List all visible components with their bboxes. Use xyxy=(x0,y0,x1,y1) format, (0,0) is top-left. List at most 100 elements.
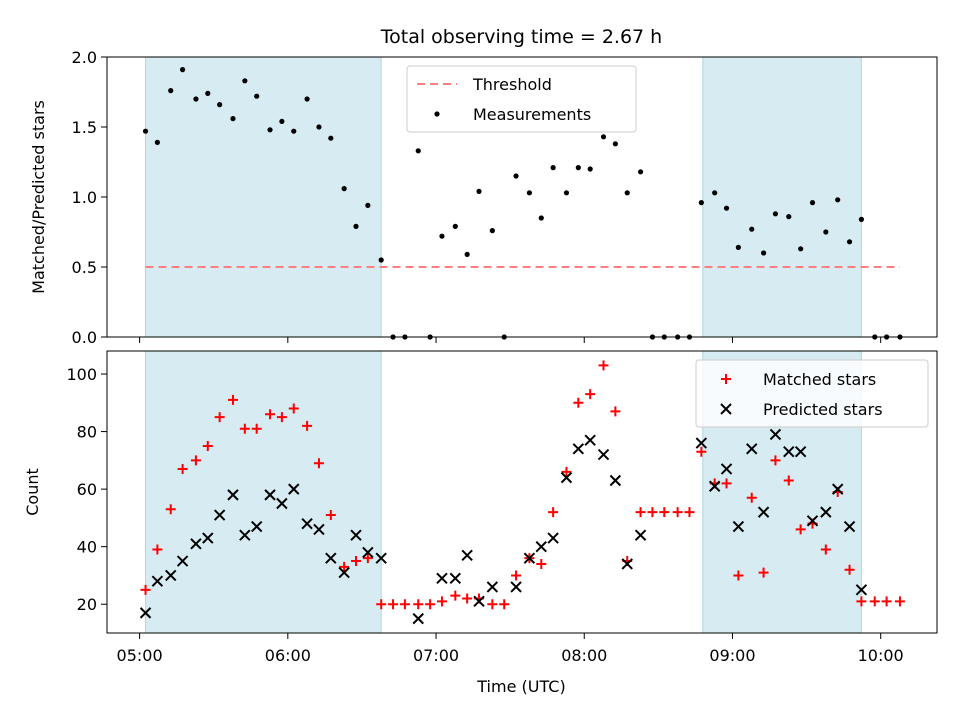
axes-frame xyxy=(106,56,938,338)
measurement-point xyxy=(254,93,260,99)
measurement-point xyxy=(749,226,755,232)
predicted-star-point xyxy=(436,572,448,585)
predicted-star-point xyxy=(584,434,596,446)
predicted-star-point xyxy=(855,584,868,596)
measurement-point xyxy=(341,186,347,192)
matched-star-point xyxy=(536,558,547,569)
predicted-star-point xyxy=(264,489,276,501)
predicted-star-point xyxy=(239,529,251,541)
predicted-star-point xyxy=(597,448,610,461)
axes-frame xyxy=(106,350,938,634)
matched-star-point xyxy=(721,478,732,489)
predicted-star-point xyxy=(412,612,424,625)
measurement-point xyxy=(772,211,779,217)
measurement-point xyxy=(242,78,248,84)
measurement-point xyxy=(723,205,730,211)
legend-measurements-swatch xyxy=(434,111,440,117)
measurement-point xyxy=(760,250,767,256)
predicted-star-point xyxy=(276,497,288,510)
matched-star-point xyxy=(190,455,201,466)
matched-star-point xyxy=(659,507,670,518)
matched-star-point xyxy=(783,475,794,486)
predicted-star-point xyxy=(288,483,300,495)
matched-star-point xyxy=(598,360,609,371)
matched-star-point xyxy=(672,507,683,518)
predicted-star-point xyxy=(708,480,721,492)
matched-star-point xyxy=(140,584,151,595)
top-y-axis-label: Matched/Predicted stars xyxy=(29,100,48,294)
predicted-star-point xyxy=(535,540,547,553)
predicted-star-point xyxy=(461,549,473,562)
matched-star-point xyxy=(288,403,299,414)
x-tick-label: 08:00 xyxy=(561,646,607,665)
bottom-y-axis-label: Count xyxy=(23,468,42,516)
matched-star-point xyxy=(869,596,880,607)
legend-matched-label: Matched stars xyxy=(763,370,876,389)
legend-predicted-swatch xyxy=(720,403,732,415)
matched-star-point xyxy=(177,463,188,474)
matched-star-point xyxy=(733,570,744,581)
matched-star-point xyxy=(450,590,461,601)
predicted-star-point xyxy=(362,546,374,559)
matched-star-point xyxy=(339,561,350,572)
predicted-star-point xyxy=(139,607,152,619)
legend-box xyxy=(695,359,929,428)
predicted-star-point xyxy=(609,474,622,487)
shaded-interval-1 xyxy=(702,56,862,338)
legend-matched-swatch xyxy=(721,374,731,384)
predicted-star-point xyxy=(806,515,819,527)
predicted-star-point xyxy=(486,581,499,593)
predicted-star-point xyxy=(301,517,313,530)
matched-star-point xyxy=(684,507,695,518)
measurement-point xyxy=(217,102,223,108)
predicted-star-point xyxy=(560,471,573,484)
matched-star-point xyxy=(610,406,621,417)
matched-star-point xyxy=(227,394,238,405)
matched-star-point xyxy=(276,412,287,423)
measurement-point xyxy=(624,190,630,196)
measurement-point xyxy=(526,190,533,196)
predicted-star-point xyxy=(695,437,708,449)
matched-star-point xyxy=(561,466,572,477)
top-panel-measurements-ratio: 0.0 0.5 1.0 1.5 2.0 Threshold Measurements xyxy=(72,48,938,347)
x-tick-label: 05:00 xyxy=(117,646,163,665)
predicted-star-point xyxy=(176,555,189,567)
y-tick-label: 1.0 xyxy=(72,188,97,207)
matched-star-point xyxy=(881,596,892,607)
predicted-star-point xyxy=(757,506,770,518)
y-tick-label: 20 xyxy=(77,595,97,614)
matched-star-point xyxy=(436,596,447,607)
y-tick-label: 0.5 xyxy=(72,258,97,277)
matched-star-point xyxy=(388,599,399,610)
predicted-star-point xyxy=(732,520,745,533)
measurement-point xyxy=(415,148,421,154)
predicted-star-point xyxy=(547,532,559,544)
matched-star-point xyxy=(462,593,473,604)
matched-star-point xyxy=(635,507,646,518)
matched-star-point xyxy=(856,596,867,607)
shaded-interval-0 xyxy=(145,350,382,634)
matched-star-point xyxy=(820,544,831,555)
matched-star-point xyxy=(313,458,324,469)
predicted-star-point xyxy=(510,581,522,593)
predicted-star-point xyxy=(572,443,585,455)
measurement-point xyxy=(168,88,174,94)
matched-star-point xyxy=(696,446,707,457)
measurement-point xyxy=(563,190,570,196)
shaded-interval-0 xyxy=(145,56,382,338)
matched-star-point xyxy=(573,397,584,408)
y-tick-label: 40 xyxy=(77,538,97,557)
legend-measurements-label: Measurements xyxy=(473,105,591,124)
measurement-point xyxy=(452,223,458,229)
matched-star-point xyxy=(647,507,658,518)
matched-star-point xyxy=(165,504,176,515)
matched-star-point xyxy=(746,492,757,503)
y-tick-label: 2.0 xyxy=(72,48,97,67)
matched-star-point xyxy=(351,556,361,567)
measurement-point xyxy=(550,165,556,171)
predicted-star-point xyxy=(720,463,733,475)
x-axis-label: Time (UTC) xyxy=(476,677,565,696)
y-tick-label: 100 xyxy=(66,365,97,384)
matched-star-point xyxy=(511,570,522,581)
matched-star-point xyxy=(844,564,855,575)
